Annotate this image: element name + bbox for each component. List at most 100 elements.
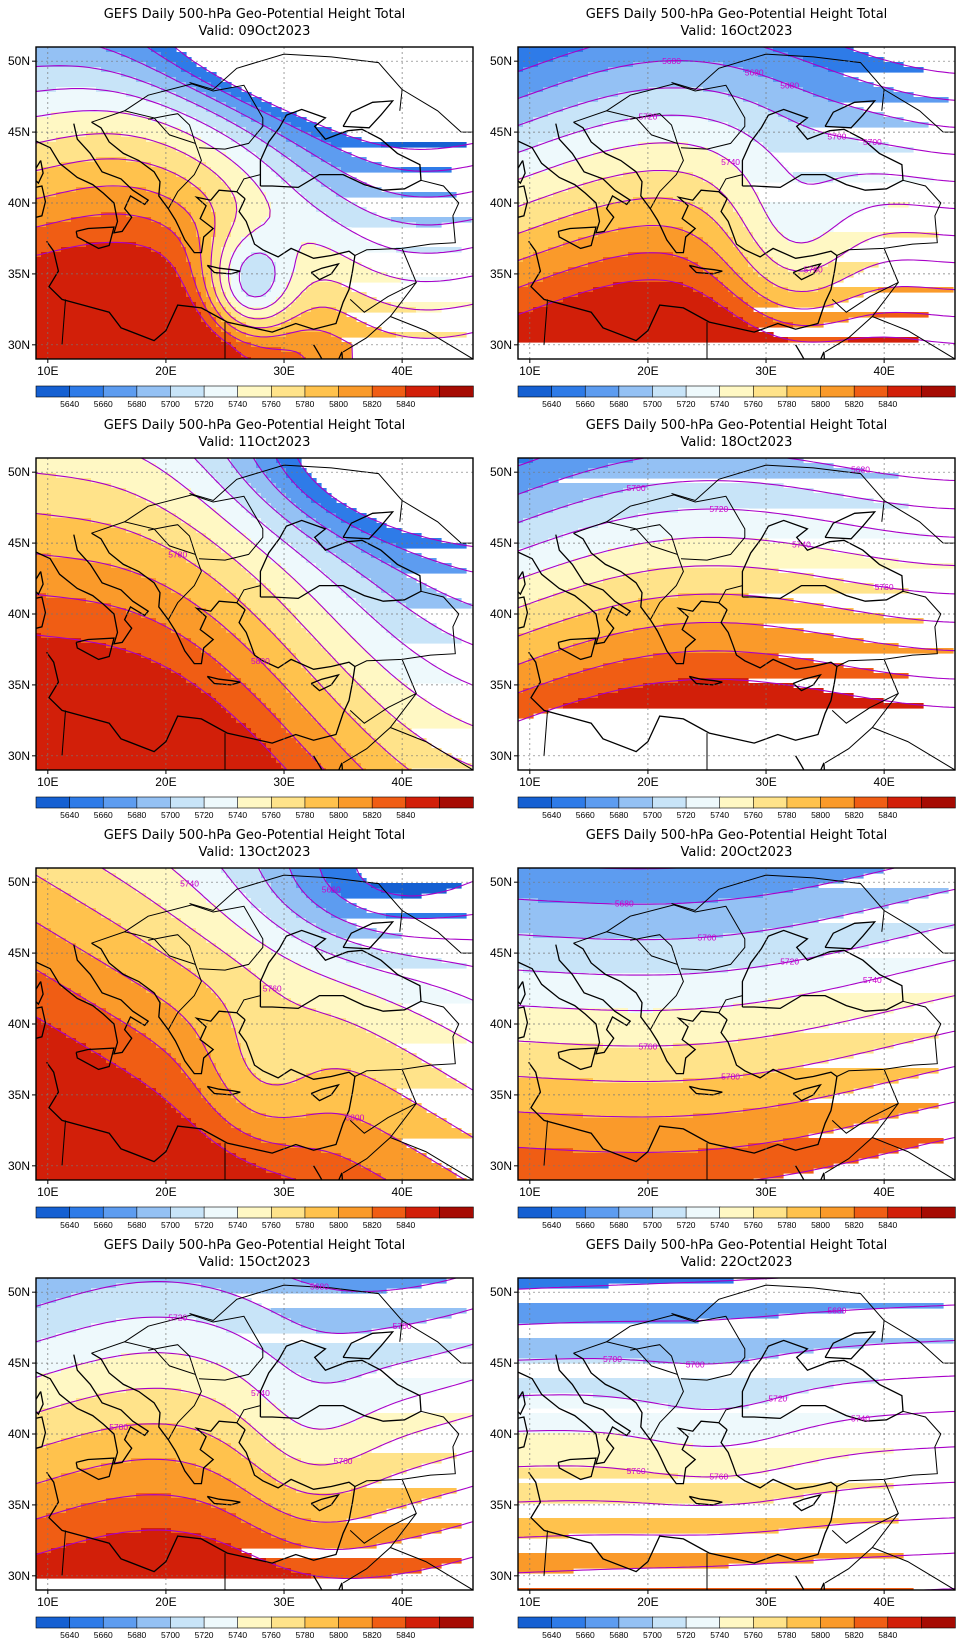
country-border xyxy=(189,464,403,522)
x-tick-label: 10E xyxy=(519,1595,540,1609)
colorbar-swatch xyxy=(35,1206,71,1219)
y-tick-label: 35N xyxy=(490,1088,512,1102)
colorbar-label: 5720 xyxy=(195,810,214,820)
coastline xyxy=(472,132,473,134)
x-tick-label: 10E xyxy=(519,775,540,789)
contour-label: 5680 xyxy=(310,1282,329,1292)
colorbar-label: 5820 xyxy=(363,399,382,409)
colorbar-swatch xyxy=(69,385,104,398)
colorbar-label: 5640 xyxy=(60,1630,79,1640)
coastline xyxy=(518,1006,529,1040)
coastline xyxy=(36,1354,150,1465)
colorbar-label: 5660 xyxy=(94,1220,113,1230)
contour-label: 5740 xyxy=(851,1413,870,1423)
colorbar-swatch xyxy=(35,1616,71,1629)
colorbar-swatch xyxy=(618,1206,654,1219)
colorbar-swatch xyxy=(136,385,172,398)
country-border xyxy=(824,282,899,353)
colorbar-label: 5780 xyxy=(295,810,314,820)
x-tick-label: 10E xyxy=(37,364,58,378)
colorbar-label: 5780 xyxy=(777,1630,796,1640)
contour-label: 5700 xyxy=(686,1360,705,1370)
contour-label: 5740 xyxy=(863,975,882,985)
panel-valid-date: Valid: 11Oct2023 xyxy=(199,435,311,450)
country-border xyxy=(872,316,955,359)
contour-line xyxy=(36,88,473,298)
colorbar: 5640 5660 5680 5700 5720 5740 5760 5780 5800 5820… xyxy=(517,1616,956,1640)
colorbar-label: 5840 xyxy=(396,399,415,409)
coastline xyxy=(518,1354,632,1465)
country-border xyxy=(61,710,66,756)
coastline xyxy=(310,262,340,281)
coastline xyxy=(573,532,728,665)
y-tick-label: 45N xyxy=(8,946,30,960)
colorbar-label: 5760 xyxy=(744,1630,763,1640)
country-border xyxy=(124,1314,264,1381)
colorbar-swatch xyxy=(371,1616,407,1629)
coastline xyxy=(313,344,344,359)
coastline xyxy=(741,519,904,602)
colorbar-swatch xyxy=(618,385,654,398)
x-tick-label: 30E xyxy=(273,364,294,378)
colorbar-label: 5720 xyxy=(677,1630,696,1640)
contour-label: 5780 xyxy=(109,1422,128,1432)
country-border xyxy=(831,1069,899,1134)
contour-label: 5700 xyxy=(627,483,646,493)
coastline xyxy=(688,1495,723,1506)
coastline xyxy=(824,921,877,950)
colorbar-label: 5780 xyxy=(295,1630,314,1640)
panel-title: GEFS Daily 500-hPa Geo-Potential Height … xyxy=(586,828,888,843)
y-tick-label: 35N xyxy=(490,678,512,692)
contour-line xyxy=(36,1529,473,1580)
coastline xyxy=(824,511,877,540)
panel-title: GEFS Daily 500-hPa Geo-Potential Height … xyxy=(586,1238,888,1253)
colorbar-swatch xyxy=(237,1616,273,1629)
coastline xyxy=(259,519,422,602)
coastline xyxy=(792,673,822,692)
colorbar-swatch xyxy=(203,1206,239,1219)
colorbar-swatch xyxy=(517,796,553,809)
contour-line xyxy=(518,224,955,310)
y-tick-label: 50N xyxy=(8,1285,30,1299)
colorbar-label: 5840 xyxy=(396,1630,415,1640)
colorbar-label: 5740 xyxy=(710,1630,729,1640)
country-border xyxy=(718,1405,743,1423)
y-tick-label: 45N xyxy=(490,125,512,139)
coastline xyxy=(75,1047,115,1071)
coastline xyxy=(573,121,728,254)
colorbar: 5640 5660 5680 5700 5720 5740 5760 5780 5800 5820… xyxy=(517,1206,956,1230)
colorbar-swatch xyxy=(753,1616,788,1629)
country-border xyxy=(836,179,942,256)
colorbar: 5640 5660 5680 5700 5720 5740 5760 5780 5800 5820… xyxy=(35,796,474,820)
panel-title: GEFS Daily 500-hPa Geo-Potential Height … xyxy=(586,418,888,433)
colorbar-swatch xyxy=(618,796,654,809)
country-border xyxy=(124,904,264,971)
contour-line xyxy=(518,1304,955,1326)
country-border xyxy=(836,1410,942,1487)
panel-title: GEFS Daily 500-hPa Geo-Potential Height … xyxy=(104,7,406,22)
panel-title: GEFS Daily 500-hPa Geo-Potential Height … xyxy=(104,1238,406,1253)
y-tick-label: 45N xyxy=(490,1356,512,1370)
country-border xyxy=(342,1513,417,1584)
y-tick-label: 45N xyxy=(490,536,512,550)
colorbar-label: 5640 xyxy=(542,399,561,409)
contour-line xyxy=(518,565,955,609)
colorbar-swatch xyxy=(584,1206,620,1219)
colorbar-swatch xyxy=(584,796,620,809)
colorbar-swatch xyxy=(136,796,172,809)
country-border xyxy=(148,524,196,555)
country-border xyxy=(61,299,66,345)
colorbar-swatch xyxy=(271,1616,306,1629)
coastline xyxy=(954,543,955,545)
height-field: 5680 5700 5700 5720 5740 5760 5760 xyxy=(518,1278,955,1590)
colorbar-label: 5760 xyxy=(744,1220,763,1230)
x-tick-label: 30E xyxy=(273,1185,294,1199)
contour-label: 5680 xyxy=(662,56,681,66)
colorbar-label: 5740 xyxy=(228,399,247,409)
contour-line xyxy=(296,458,473,548)
colorbar-swatch xyxy=(685,1206,721,1219)
y-tick-label: 30N xyxy=(490,1569,512,1583)
country-border xyxy=(836,1000,942,1077)
y-tick-label: 40N xyxy=(8,607,30,621)
